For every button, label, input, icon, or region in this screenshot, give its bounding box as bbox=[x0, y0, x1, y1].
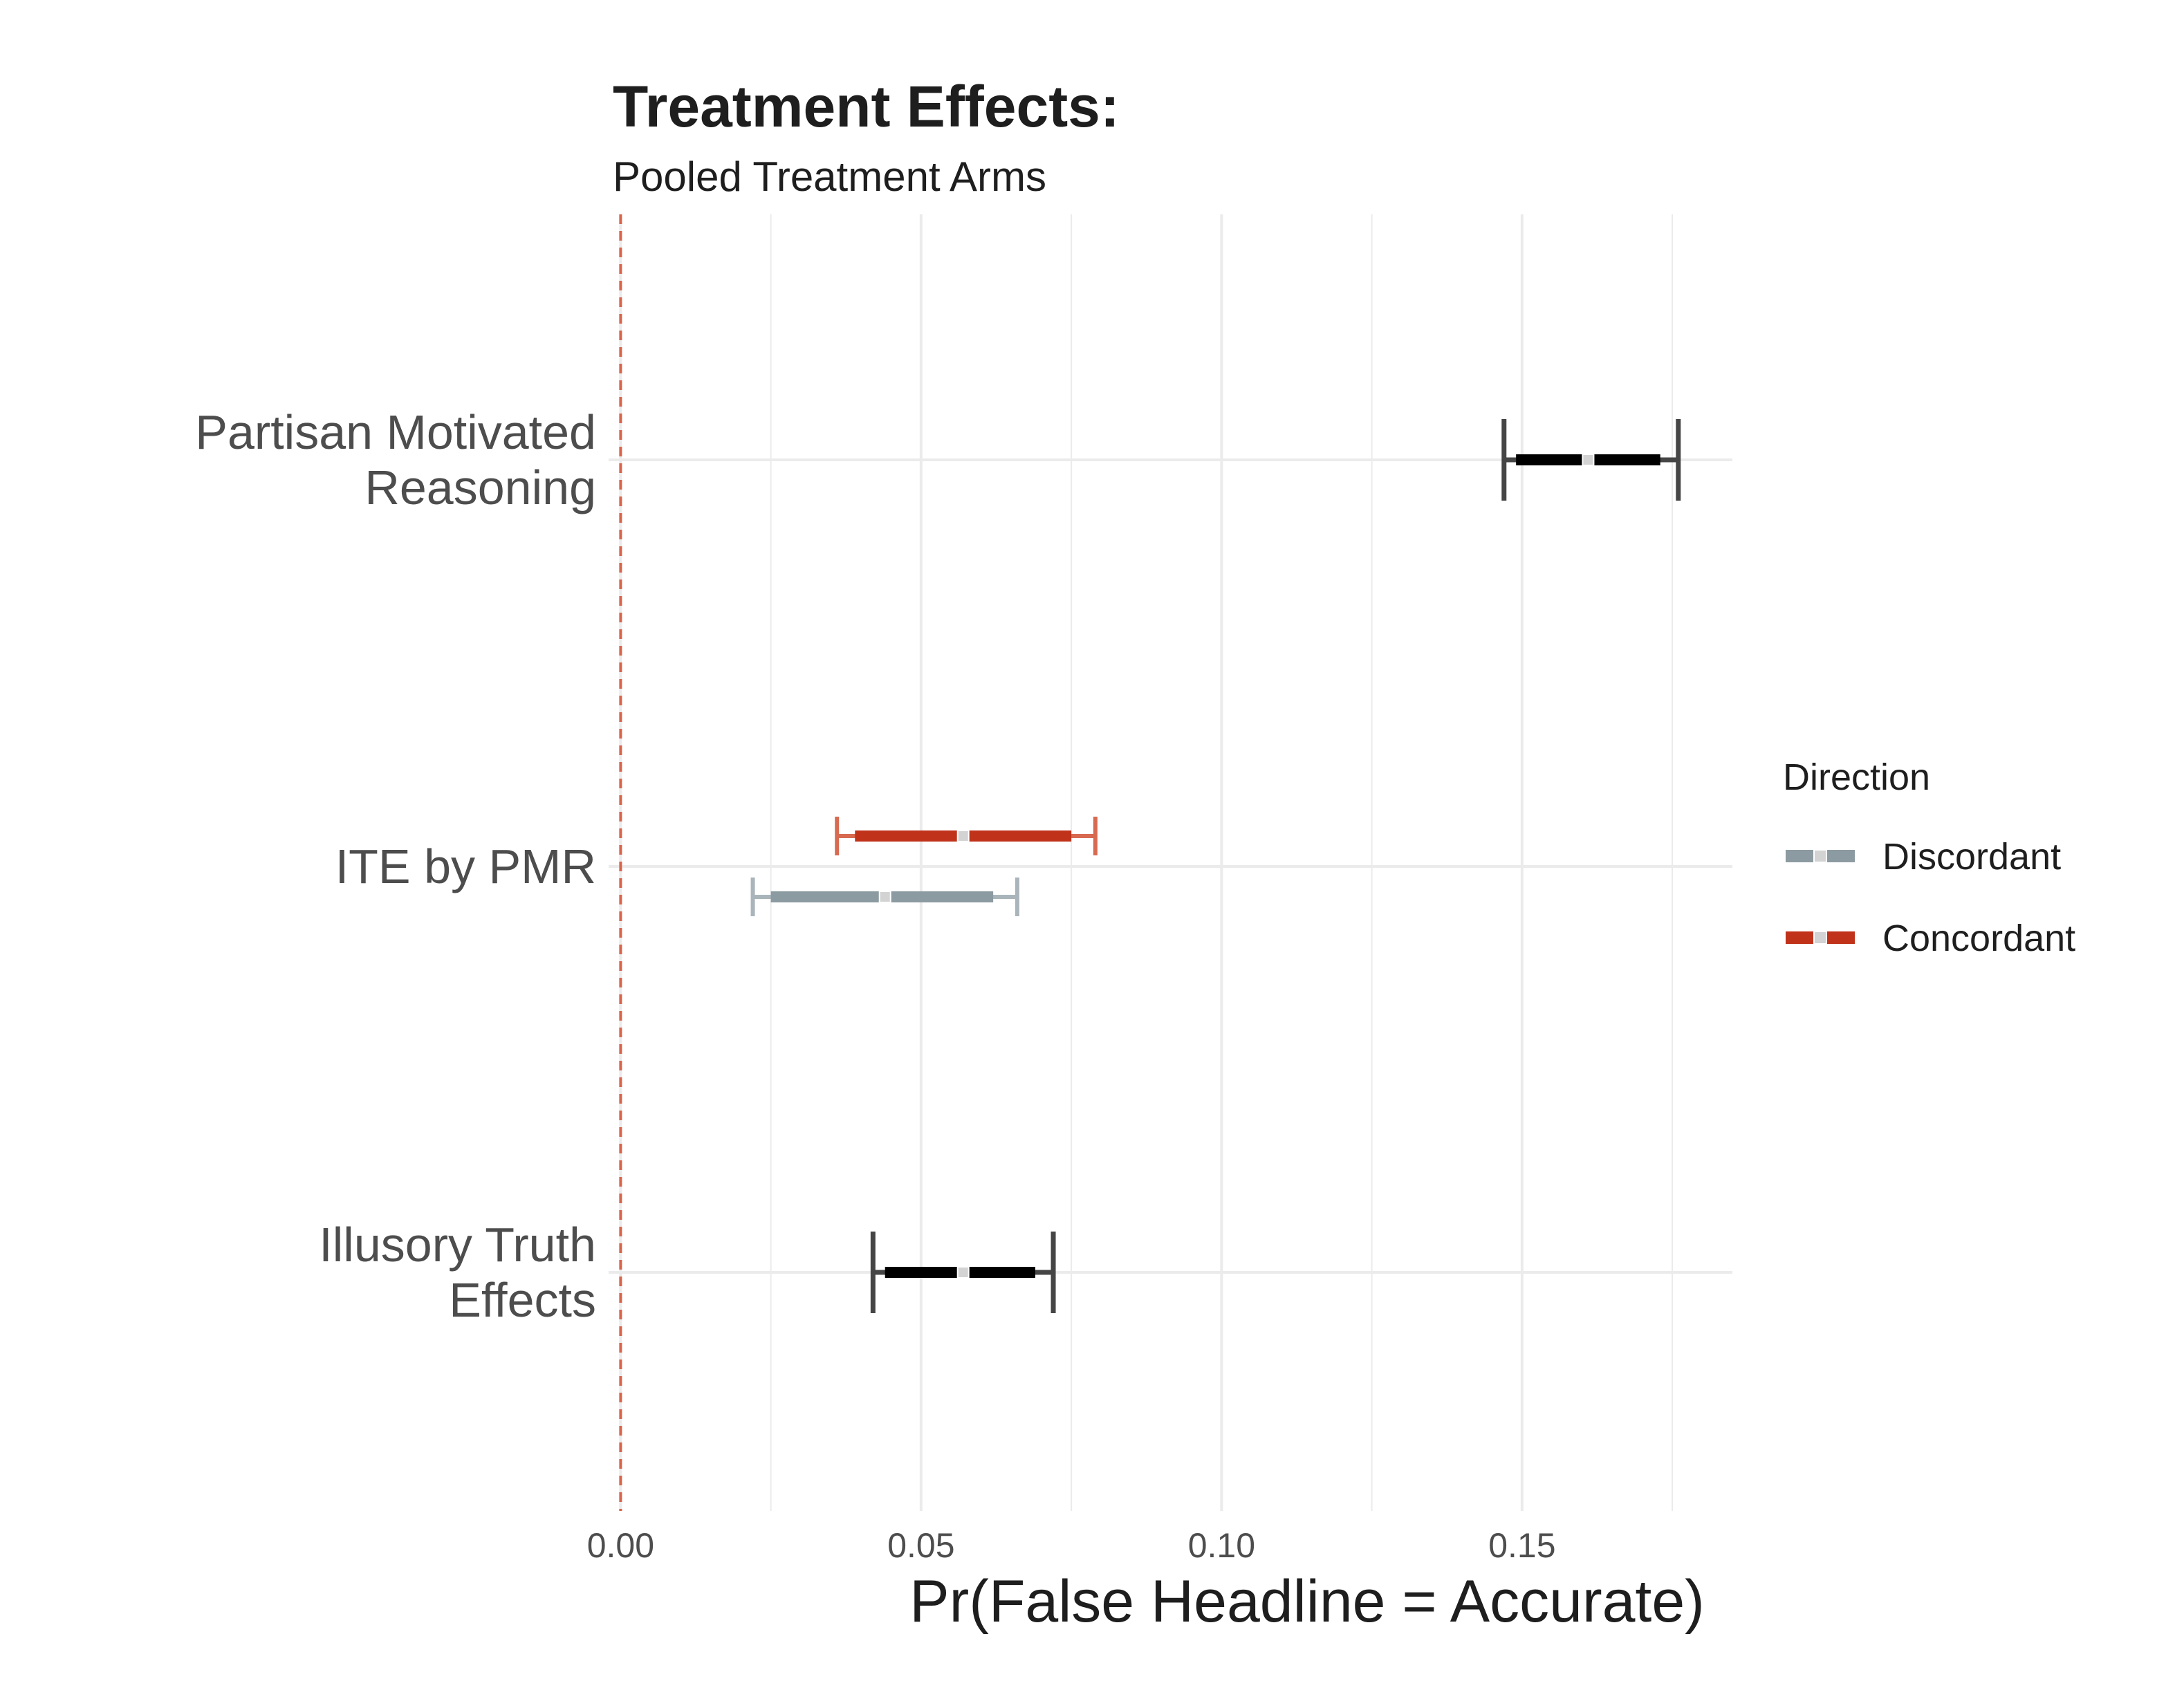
chart-title: Treatment Effects: bbox=[613, 74, 1120, 139]
y-tick-label: Illusory Truth Effects bbox=[319, 1218, 596, 1327]
y-tick-label: Partisan Motivated Reasoning bbox=[195, 405, 596, 514]
point-estimate bbox=[956, 1266, 970, 1279]
legend-item-concordant: Concordant bbox=[1786, 918, 2075, 959]
y-tick-line: Illusory Truth bbox=[319, 1218, 596, 1272]
legend-key-point bbox=[1813, 931, 1827, 945]
x-axis-label: Pr(False Headline = Accurate) bbox=[909, 1568, 1705, 1635]
x-tick-label: 0.15 bbox=[1488, 1526, 1555, 1565]
estimate-marks bbox=[750, 419, 1681, 1313]
y-tick-line: Effects bbox=[449, 1273, 596, 1327]
legend-label: Discordant bbox=[1882, 836, 2061, 878]
x-tick-label: 0.00 bbox=[587, 1526, 654, 1565]
x-tick-label: 0.05 bbox=[887, 1526, 954, 1565]
y-tick-label: ITE by PMR bbox=[335, 839, 596, 893]
estimate-1 bbox=[835, 817, 1098, 855]
legend-key-point bbox=[1813, 849, 1827, 863]
x-tick-label: 0.10 bbox=[1188, 1526, 1255, 1565]
estimate-2 bbox=[750, 878, 1019, 916]
point-estimate bbox=[956, 830, 970, 842]
legend-items: Discordant Concordant bbox=[1786, 836, 2075, 959]
y-tick-labels: Partisan Motivated Reasoning ITE by PMR Ill… bbox=[195, 405, 596, 1327]
legend-item-discordant: Discordant bbox=[1786, 836, 2061, 878]
x-tick-labels: 0.00 0.05 0.10 0.15 bbox=[587, 1526, 1556, 1565]
legend-title: Direction bbox=[1783, 756, 1930, 798]
grid-horizontal-lines bbox=[609, 458, 1732, 1274]
estimate-3 bbox=[870, 1232, 1056, 1313]
legend: Direction Discordant Concordant bbox=[1783, 756, 2075, 959]
point-estimate bbox=[1582, 454, 1595, 466]
y-tick-line: Partisan Motivated bbox=[195, 405, 596, 459]
y-tick-line: ITE by PMR bbox=[335, 839, 596, 893]
grid-minor-lines bbox=[770, 214, 1674, 1511]
y-tick-line: Reasoning bbox=[364, 461, 596, 514]
point-estimate bbox=[878, 891, 891, 903]
estimate-0 bbox=[1501, 419, 1681, 501]
chart-subtitle: Pooled Treatment Arms bbox=[613, 154, 1046, 200]
legend-label: Concordant bbox=[1882, 918, 2075, 959]
